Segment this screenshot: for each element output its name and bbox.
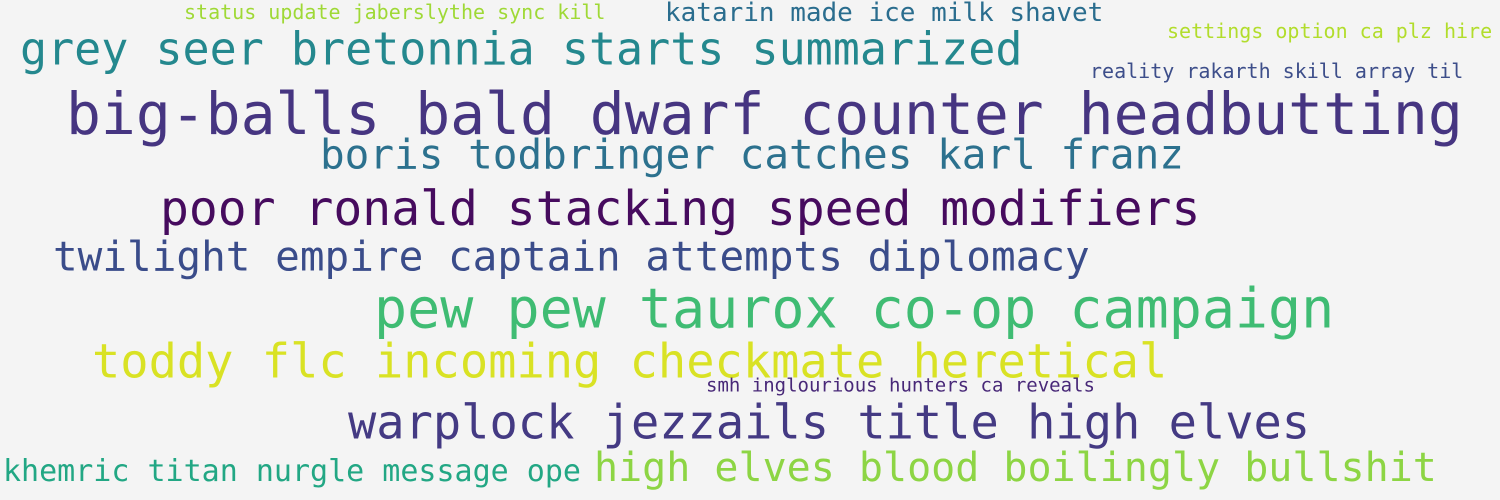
phrase-khemric: khemric titan nurgle message ope (3, 454, 581, 489)
phrase-boris: boris todbringer catches karl franz (320, 130, 1184, 179)
phrase-toddy-flc: toddy flc incoming checkmate heretical (92, 334, 1168, 390)
phrase-warplock: warplock jezzails title high elves (348, 395, 1311, 451)
phrase-katarin: katarin made ice milk shavet (665, 0, 1104, 28)
phrase-pew-pew: pew pew taurox co-op campaign (374, 276, 1335, 341)
phrase-status-update: status update jaberslythe sync kill (184, 0, 606, 24)
phrase-grey-seer: grey seer bretonnia starts summarized (20, 22, 1023, 76)
phrase-settings-option: settings option ca plz hire (1167, 19, 1493, 43)
phrase-reality-rakarth: reality rakarth skill array til (1090, 59, 1464, 83)
phrase-big-balls: big-balls bald dwarf counter headbutting (66, 80, 1463, 148)
phrase-poor-ronald: poor ronald stacking speed modifiers (160, 181, 1201, 237)
phrase-twilight-empire: twilight empire captain attempts diploma… (53, 232, 1090, 281)
phrase-smh: smh inglourious hunters ca reveals (706, 374, 1095, 397)
phrase-high-elves-blood: high elves blood boilingly bullshit (594, 445, 1437, 491)
